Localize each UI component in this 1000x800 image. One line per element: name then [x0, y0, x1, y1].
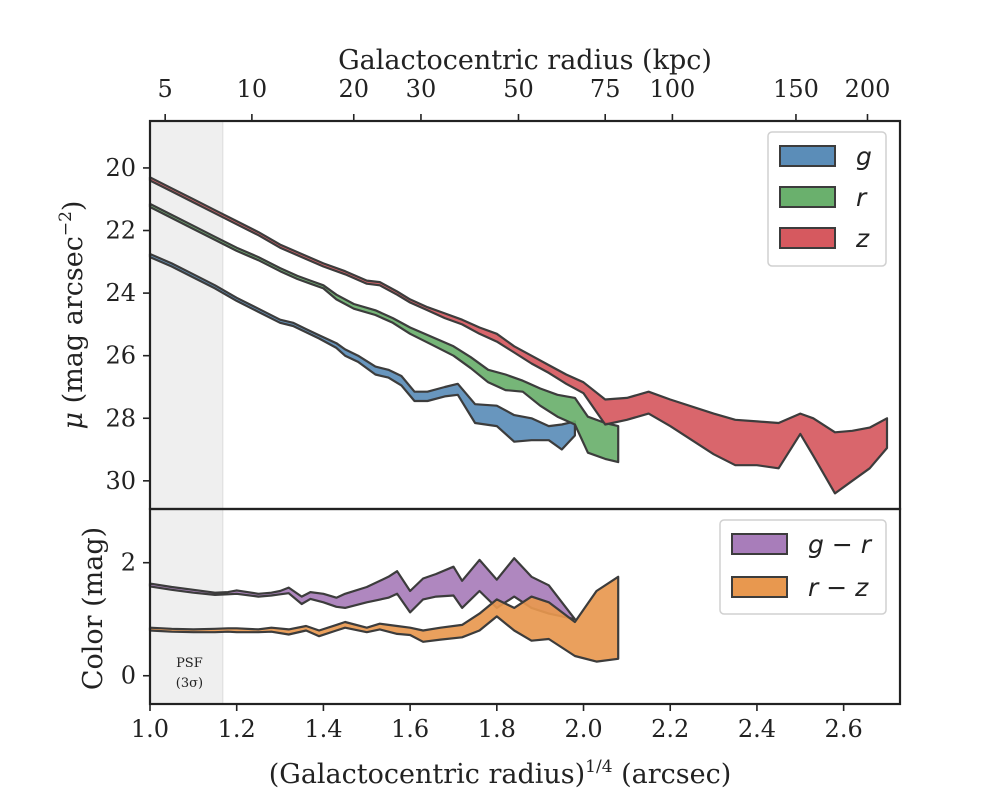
legend-swatch [779, 227, 836, 249]
y-axis-title-text: (mag arcsec [58, 236, 89, 412]
x-tick-label: 1.6 [391, 715, 429, 743]
y-axis-title-close: ) [58, 201, 89, 212]
legend-label: r − z [808, 573, 869, 602]
color-legend: g − r r − z [719, 519, 887, 615]
x-axis-title: (Galactocentric radius)1/4 (arcsec) [269, 757, 732, 790]
surface-brightness-bands [148, 176, 889, 495]
x-axis-title-unit: (arcsec) [613, 759, 732, 790]
surface-brightness-axis-title: μ (mag arcsec−2) [56, 201, 89, 430]
y1-tick-label: 26 [105, 342, 136, 370]
top-tick-label: 30 [406, 75, 437, 103]
y1-tick-label: 28 [105, 404, 136, 432]
y2-tick-label: 2 [121, 549, 136, 577]
y-axis-title-exponent: −2 [56, 211, 76, 236]
axis-ticks: 1.0 1.2 1.4 1.6 1.8 2.0 2.2 2.4 2.65 10 20 30 50 75 10… [105, 75, 890, 743]
x-tick-label: 2.2 [651, 715, 689, 743]
top-tick-label: 200 [845, 75, 891, 103]
x-tick-label: 1.0 [131, 715, 169, 743]
y1-tick-label: 24 [105, 279, 136, 307]
top-tick-label: 20 [338, 75, 369, 103]
y1-tick-label: 20 [105, 154, 136, 182]
x-tick-label: 2.6 [825, 715, 863, 743]
x-tick-label: 1.8 [478, 715, 516, 743]
top-tick-label: 150 [773, 75, 819, 103]
legend-swatch [779, 186, 836, 208]
x-tick-label: 1.2 [218, 715, 256, 743]
x-tick-label: 1.4 [304, 715, 342, 743]
color-axis-title: Color (mag) [78, 527, 109, 690]
legend-swatch [779, 145, 836, 167]
top-tick-label: 10 [237, 75, 268, 103]
band-rz-1 [148, 575, 620, 663]
top-tick-label: 50 [503, 75, 534, 103]
legend-label: r [856, 183, 868, 212]
x-tick-label: 2.4 [738, 715, 776, 743]
psf-label: PSF [176, 656, 203, 671]
surface-brightness-legend: grz [767, 131, 887, 267]
legend-label: g [856, 142, 872, 171]
y1-tick-label: 30 [105, 467, 136, 495]
top-tick-label: 100 [649, 75, 695, 103]
band-z-2 [148, 176, 889, 495]
legend-label: z [855, 224, 870, 253]
psf-label-sigma: (3σ) [176, 676, 203, 691]
legend-label: g − r [808, 530, 873, 559]
color-panel-frame [148, 507, 902, 706]
psf-shade-top [150, 121, 223, 509]
band-r-1 [148, 202, 620, 464]
top-axis-title: Galactocentric radius (kpc) [338, 45, 712, 76]
legend-swatch [731, 533, 788, 555]
top-tick-label: 75 [590, 75, 621, 103]
legend-swatch [731, 576, 788, 598]
psf-shade-bottom [150, 509, 223, 704]
y-axis-mu-symbol: μ [58, 412, 89, 430]
color-bands [148, 557, 620, 663]
x-axis-title-exponent: 1/4 [585, 757, 612, 777]
y1-tick-label: 22 [105, 217, 136, 245]
x-axis-title-main: (Galactocentric radius) [269, 759, 585, 790]
x-tick-label: 2.0 [564, 715, 602, 743]
band-g-0 [148, 252, 576, 451]
y2-tick-label: 0 [121, 662, 136, 690]
top-tick-label: 5 [158, 75, 173, 103]
